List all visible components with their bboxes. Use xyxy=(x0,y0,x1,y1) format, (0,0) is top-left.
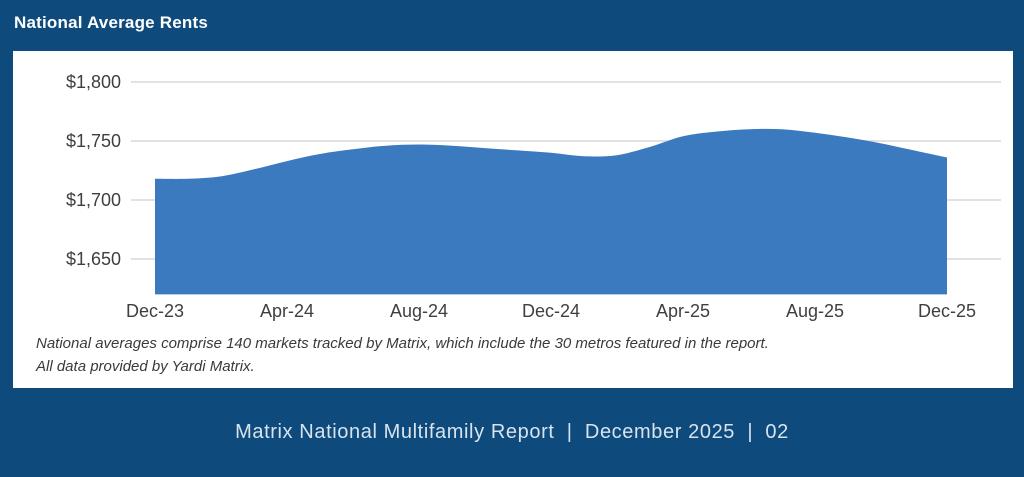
x-axis-tick-label: Apr-24 xyxy=(260,301,314,321)
section-title: National Average Rents xyxy=(14,12,208,32)
x-axis-tick-label: Dec-24 xyxy=(522,301,580,321)
x-axis-tick-label: Aug-24 xyxy=(390,301,448,321)
rent-area-series xyxy=(155,128,947,295)
y-axis-tick-label: $1,800 xyxy=(66,72,121,92)
y-axis-tick-label: $1,650 xyxy=(66,249,121,269)
chart-panel: $1,800 $1,750 $1,700 $1,650 Dec-23 Apr-24 Aug-… xyxy=(13,51,1013,388)
x-axis-tick-label: Dec-23 xyxy=(126,301,184,321)
y-axis-tick-label: $1,750 xyxy=(66,131,121,151)
y-axis-tick-label: $1,700 xyxy=(66,190,121,210)
footnote-line-2: All data provided by Yardi Matrix. xyxy=(36,358,255,375)
x-axis-tick-label: Apr-25 xyxy=(656,301,710,321)
report-section-header: National Average Rents xyxy=(0,0,1024,51)
x-axis-tick-label: Aug-25 xyxy=(786,301,844,321)
chart-footnote: National averages comprise 140 markets t… xyxy=(36,332,769,378)
footer-text: Matrix National Multifamily Report | Dec… xyxy=(235,421,789,443)
x-axis-tick-label: Dec-25 xyxy=(918,301,976,321)
rent-area-chart: $1,800 $1,750 $1,700 $1,650 Dec-23 Apr-24 Aug-… xyxy=(66,72,1001,321)
report-footer: Matrix National Multifamily Report | Dec… xyxy=(0,388,1024,477)
footnote-line-1: National averages comprise 140 markets t… xyxy=(36,335,769,352)
